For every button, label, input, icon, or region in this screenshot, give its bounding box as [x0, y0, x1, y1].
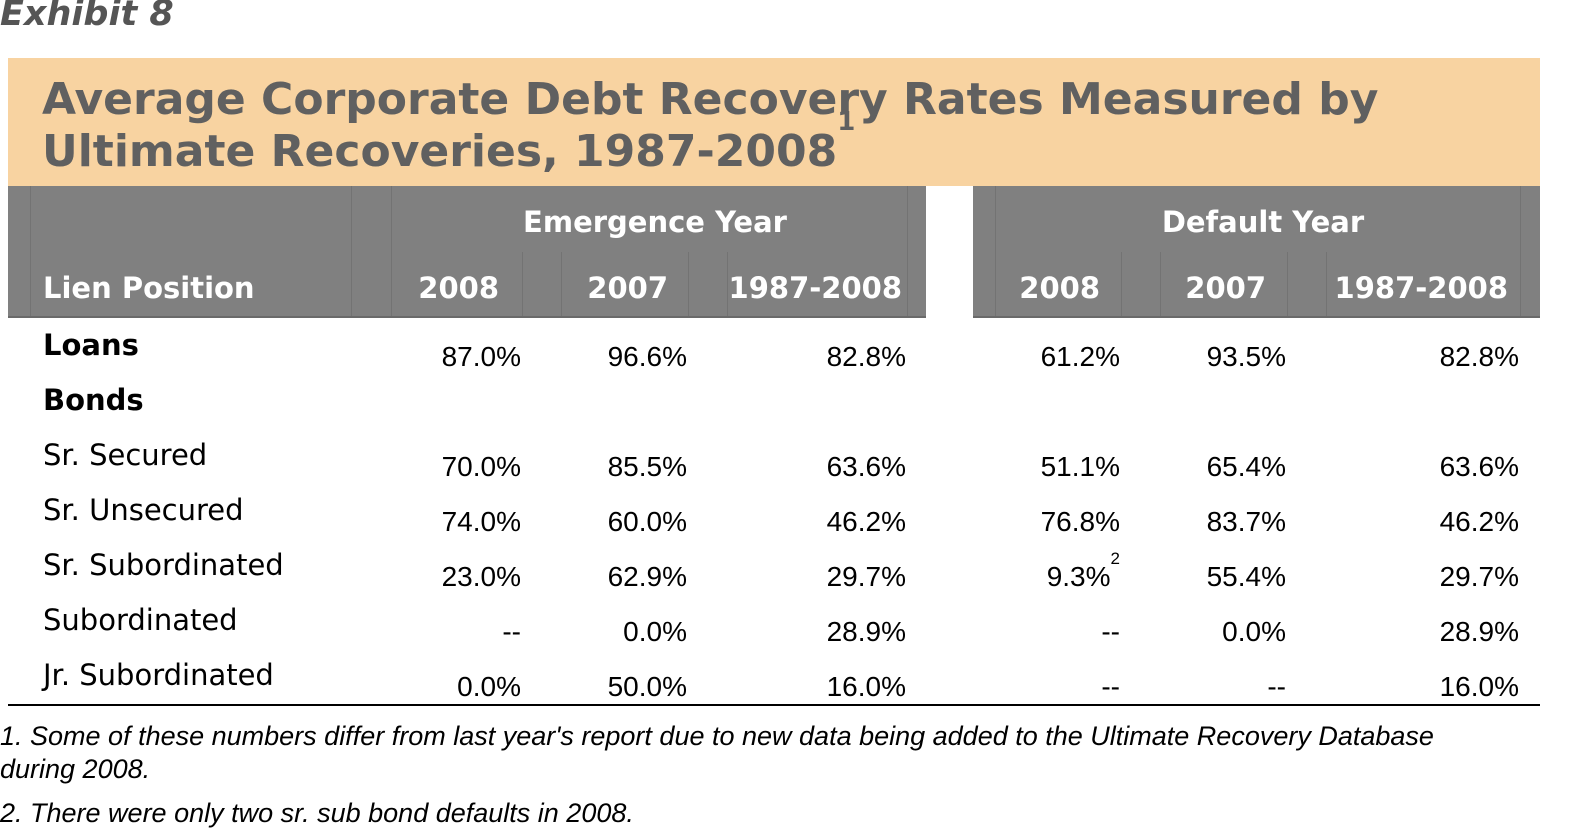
table-cell: -- — [1101, 616, 1120, 647]
column-header-df-2007: 2007 — [1185, 271, 1266, 305]
column-header-em-2007: 2007 — [587, 271, 668, 305]
header-divider — [1326, 252, 1327, 316]
column-header-df-2008: 2008 — [1019, 271, 1100, 305]
header-divider — [522, 252, 523, 316]
row-label-sr-unsecured: Sr. Unsecured — [43, 493, 244, 527]
table-cell: 82.8% — [1439, 341, 1519, 372]
table-bottom-rule — [8, 704, 1540, 706]
title-line-1: Average Corporate Debt Recovery Rates Me… — [42, 74, 1379, 125]
table-cell: 74.0% — [441, 506, 521, 537]
table-cell: -- — [1101, 671, 1120, 702]
header-divider — [727, 252, 728, 316]
row-label-jr-subordinated: Jr. Subordinated — [43, 658, 274, 692]
table-cell: 16.0% — [826, 671, 906, 702]
header-rule-right — [973, 316, 1540, 318]
column-header-em-1987-2008: 1987-2008 — [728, 271, 902, 305]
column-header-lien-position: Lien Position — [43, 271, 255, 305]
header-divider — [1160, 252, 1161, 316]
header-divider — [1287, 252, 1288, 316]
table-cell: 23.0% — [441, 561, 521, 592]
column-header-em-2008: 2008 — [418, 271, 499, 305]
table-cell: 50.0% — [607, 671, 687, 702]
cell-value: 9.3% — [1046, 561, 1111, 592]
table-cell: 46.2% — [826, 506, 906, 537]
header-band-left — [8, 186, 926, 318]
row-label-bonds: Bonds — [43, 383, 144, 417]
header-divider — [995, 186, 996, 316]
header-divider — [561, 252, 562, 316]
table-cell: 63.6% — [1439, 451, 1519, 482]
table-cell: 28.9% — [1439, 616, 1519, 647]
table-cell: 85.5% — [607, 451, 687, 482]
table-cell: -- — [502, 616, 521, 647]
header-band-right — [973, 186, 1540, 318]
table-cell: 82.8% — [826, 341, 906, 372]
table-cell: 9.3%2 — [1046, 550, 1120, 593]
table-cell: 0.0% — [1222, 616, 1286, 647]
table-cell: -- — [1267, 671, 1286, 702]
table-cell: 29.7% — [826, 561, 906, 592]
header-divider — [30, 186, 31, 316]
header-rule-left — [8, 316, 926, 318]
table-cell: 0.0% — [457, 671, 521, 702]
table-cell: 87.0% — [441, 341, 521, 372]
row-label-sr-secured: Sr. Secured — [43, 438, 208, 472]
table-cell: 96.6% — [607, 341, 687, 372]
header-divider — [351, 186, 352, 316]
row-label-loans: Loans — [43, 328, 139, 362]
chart-title: Average Corporate Debt Recovery Rates Me… — [42, 74, 1522, 178]
footnote-1-line-1: 1. Some of these numbers differ from las… — [0, 721, 1434, 751]
group-header-default: Default Year — [1161, 205, 1365, 239]
table-cell: 55.4% — [1206, 561, 1286, 592]
column-header-df-1987-2008: 1987-2008 — [1334, 271, 1508, 305]
table-cell: 61.2% — [1040, 341, 1120, 372]
row-label-subordinated: Subordinated — [43, 603, 238, 637]
table-cell: 51.1% — [1040, 451, 1120, 482]
table-cell: 65.4% — [1206, 451, 1286, 482]
title-band: Average Corporate Debt Recovery Rates Me… — [8, 58, 1540, 186]
table-cell: 0.0% — [623, 616, 687, 647]
table-cell: 16.0% — [1439, 671, 1519, 702]
group-header-emergence: Emergence Year — [523, 205, 787, 239]
table-cell: 60.0% — [607, 506, 687, 537]
header-divider — [688, 252, 689, 316]
title-line-2: Ultimate Recoveries, 1987-2008 — [42, 126, 838, 177]
exhibit-label: Exhibit 8 — [0, 0, 174, 34]
table-cell: 93.5% — [1206, 341, 1286, 372]
header-divider — [1520, 186, 1521, 316]
table-cell: 70.0% — [441, 451, 521, 482]
table-cell: 29.7% — [1439, 561, 1519, 592]
table-cell: 83.7% — [1206, 506, 1286, 537]
table-cell: 46.2% — [1439, 506, 1519, 537]
header-divider — [1121, 252, 1122, 316]
table-cell: 76.8% — [1040, 506, 1120, 537]
title-footnote-mark: 1 — [837, 107, 856, 137]
header-divider — [391, 186, 392, 316]
header-divider — [907, 186, 908, 316]
table-cell: 28.9% — [826, 616, 906, 647]
footnote-2: 2. There were only two sr. sub bond defa… — [0, 798, 634, 828]
table-cell: 62.9% — [607, 561, 687, 592]
footnote-mark-2: 2 — [1110, 548, 1120, 568]
row-label-sr-subordinated: Sr. Subordinated — [43, 548, 284, 582]
footnote-1-line-2: during 2008. — [0, 754, 151, 784]
table-cell: 63.6% — [826, 451, 906, 482]
